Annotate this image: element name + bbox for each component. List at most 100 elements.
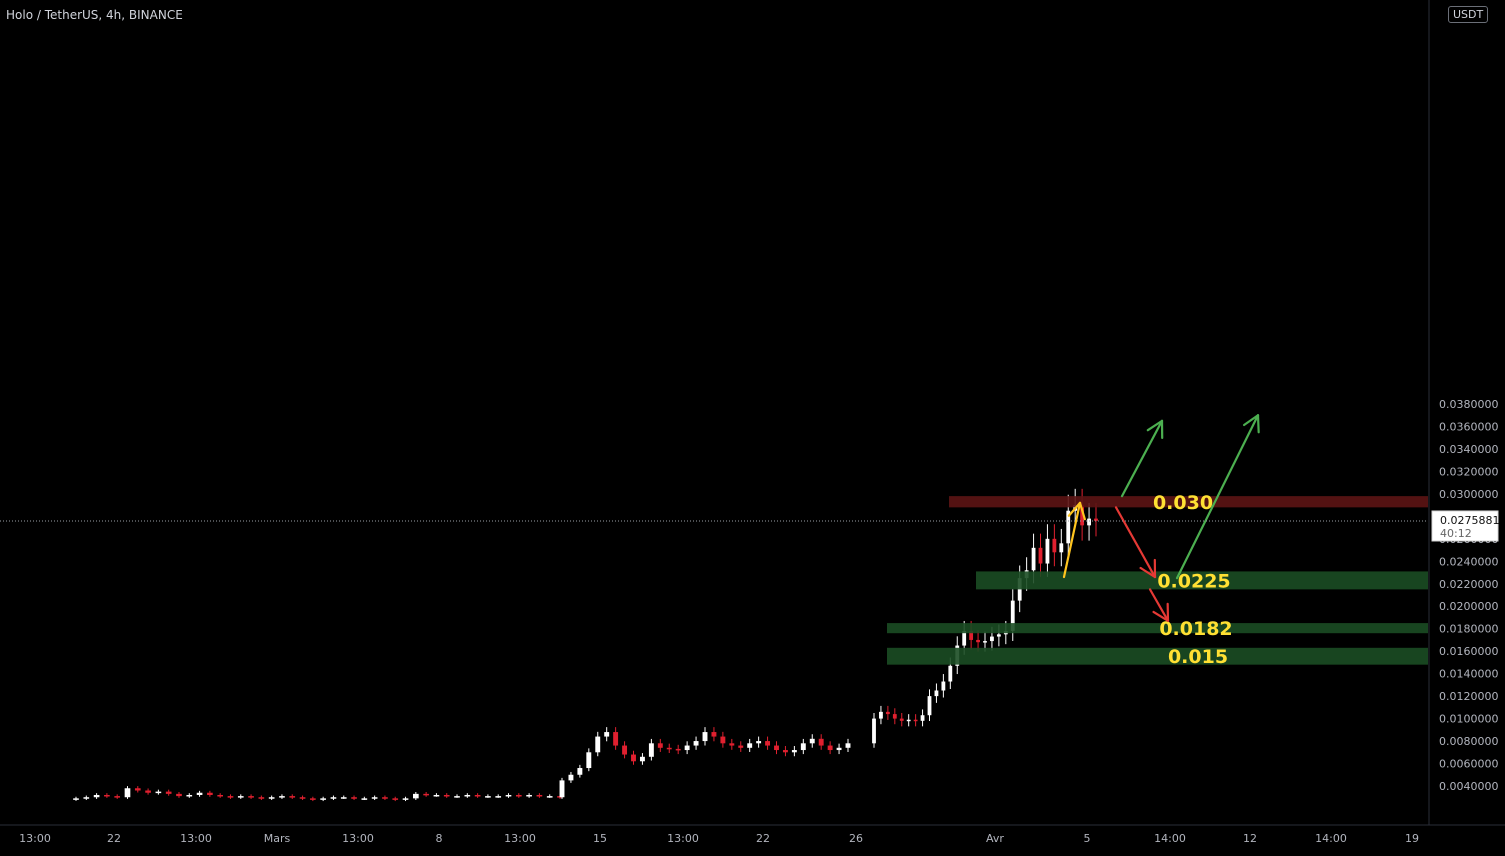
candle-body xyxy=(774,746,779,750)
x-tick-label: 12 xyxy=(1243,832,1257,845)
y-tick-label: 0.0340000 xyxy=(1439,443,1499,456)
y-tick-label: 0.0160000 xyxy=(1439,645,1499,658)
candle-body xyxy=(176,794,182,796)
candle-body xyxy=(135,788,141,790)
candle-body xyxy=(506,795,512,797)
candle-body xyxy=(547,796,553,798)
x-tick-label: 8 xyxy=(436,832,443,845)
x-tick-label: 13:00 xyxy=(180,832,212,845)
support-zone xyxy=(887,648,1428,665)
candle-body xyxy=(289,796,295,798)
last-price-value: 0.0275881 xyxy=(1440,514,1500,527)
candle-body xyxy=(622,746,627,755)
y-tick-label: 0.0040000 xyxy=(1439,780,1499,793)
y-tick-label: 0.0100000 xyxy=(1439,713,1499,726)
y-tick-label: 0.0220000 xyxy=(1439,578,1499,591)
candle-body xyxy=(886,712,890,714)
candle-body xyxy=(900,719,904,721)
candle-body xyxy=(837,748,842,750)
candle-body xyxy=(269,797,275,799)
x-tick-label: 13:00 xyxy=(342,832,374,845)
y-tick-label: 0.0180000 xyxy=(1439,623,1499,636)
candle-body xyxy=(362,798,368,800)
candle-body xyxy=(372,797,378,799)
candle-body xyxy=(560,780,565,797)
candle-body xyxy=(464,795,470,797)
candle-body xyxy=(516,795,522,797)
candle-body xyxy=(166,792,172,794)
x-tick-label: 5 xyxy=(1084,832,1091,845)
candle-body xyxy=(676,749,681,751)
zone-price-label: 0.0225 xyxy=(1157,570,1230,592)
candle-body xyxy=(649,743,654,756)
candle-body xyxy=(197,793,203,795)
candle-body xyxy=(310,798,316,800)
candle-body xyxy=(495,796,501,798)
candle-body xyxy=(921,715,925,721)
candle-body xyxy=(279,796,285,798)
candle-body xyxy=(756,741,761,743)
candle-body xyxy=(983,641,987,643)
candle-body xyxy=(703,732,708,741)
y-tick-label: 0.0200000 xyxy=(1439,600,1499,613)
candle-body xyxy=(320,798,326,800)
chart-title[interactable]: Holo / TetherUS, 4h, BINANCE xyxy=(6,8,183,22)
x-tick-label: 13:00 xyxy=(667,832,699,845)
candle-body xyxy=(711,732,716,736)
candle-body xyxy=(990,637,994,641)
candle-body xyxy=(526,795,532,797)
bar-countdown: 40:12 xyxy=(1440,527,1472,540)
candle-body xyxy=(595,737,600,753)
candle-body xyxy=(186,795,192,797)
candle-body xyxy=(810,739,815,743)
candle-body xyxy=(156,792,162,794)
candle-body xyxy=(941,682,945,691)
candle-body xyxy=(300,797,306,799)
candle-body xyxy=(1059,543,1063,552)
candle-body xyxy=(217,795,223,797)
candle-body xyxy=(392,798,398,800)
y-tick-label: 0.0360000 xyxy=(1439,420,1499,433)
candle-body xyxy=(948,666,952,682)
candle-body xyxy=(444,795,450,797)
candle-body xyxy=(238,796,244,798)
candle-body xyxy=(104,795,110,797)
candle-body xyxy=(1046,539,1050,564)
y-tick-label: 0.0060000 xyxy=(1439,758,1499,771)
x-tick-label: 22 xyxy=(107,832,121,845)
x-tick-label: Mars xyxy=(264,832,291,845)
y-tick-label: 0.0300000 xyxy=(1439,488,1499,501)
y-tick-label: 0.0140000 xyxy=(1439,668,1499,681)
currency-badge[interactable]: USDT xyxy=(1448,6,1488,23)
candle-body xyxy=(568,775,573,781)
candle-body xyxy=(413,794,419,798)
candle-body xyxy=(114,796,120,798)
x-tick-label: 14:00 xyxy=(1154,832,1186,845)
candle-body xyxy=(914,720,918,722)
candle-body xyxy=(640,757,645,761)
candle-body xyxy=(828,746,833,750)
candle-body xyxy=(259,797,265,799)
candle-body xyxy=(935,691,939,697)
y-tick-label: 0.0120000 xyxy=(1439,690,1499,703)
candle-body xyxy=(765,741,770,745)
y-tick-label: 0.0080000 xyxy=(1439,735,1499,748)
candle-body xyxy=(248,796,254,798)
candle-body xyxy=(403,798,409,800)
candle-body xyxy=(83,797,89,799)
candle-body xyxy=(928,696,932,715)
candle-body xyxy=(907,720,911,722)
candle-body xyxy=(423,794,429,796)
candle-body xyxy=(537,795,543,797)
candle-body xyxy=(685,746,690,750)
zone-price-label: 0.015 xyxy=(1168,646,1228,668)
candle-body xyxy=(475,795,481,797)
green-arrow-head xyxy=(1258,415,1259,432)
y-tick-label: 0.0380000 xyxy=(1439,398,1499,411)
candle-body xyxy=(738,746,743,748)
candle-body xyxy=(667,748,672,750)
candle-body xyxy=(331,797,337,799)
